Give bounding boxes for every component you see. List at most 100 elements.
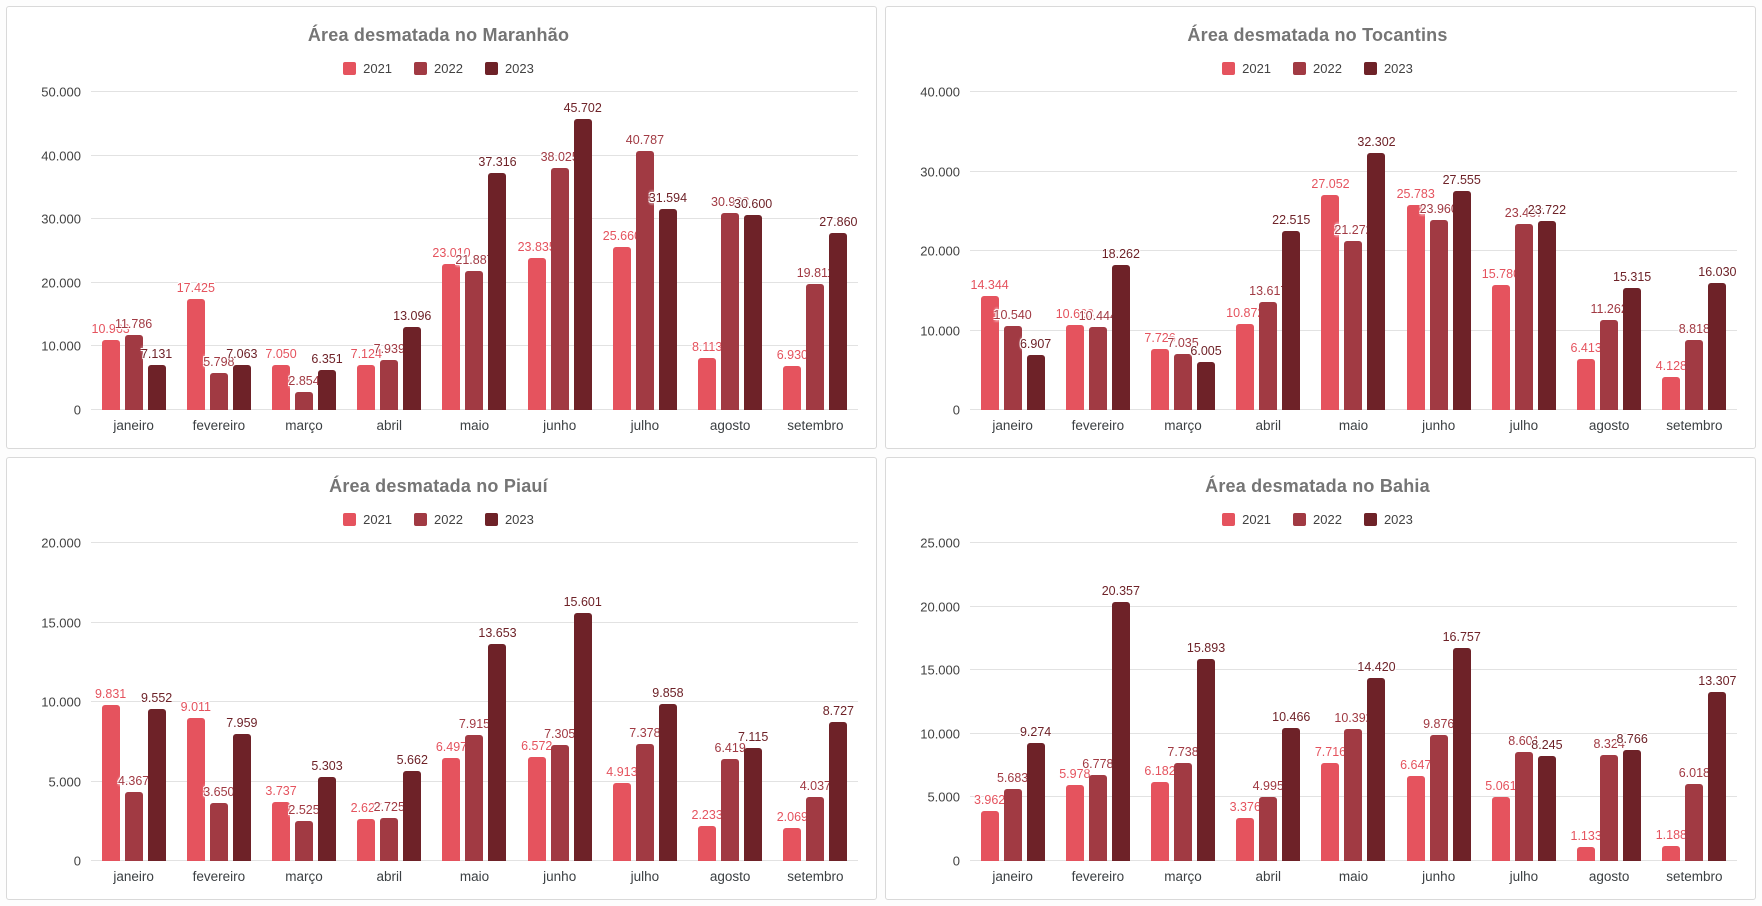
bar-2022-abril[interactable] — [380, 817, 399, 861]
bar-2022-maio[interactable] — [1344, 240, 1363, 410]
legend-item-2023[interactable]: 2023 — [1363, 512, 1413, 527]
bar-2021-agosto[interactable] — [698, 825, 717, 861]
bar-2022-julho[interactable] — [1514, 223, 1533, 410]
bar-2022-julho[interactable] — [635, 743, 654, 861]
bar-2022-junho[interactable] — [1429, 735, 1448, 861]
bar-2021-junho[interactable] — [527, 258, 546, 410]
bar-2021-maio[interactable] — [1321, 762, 1340, 861]
bar-2022-junho[interactable] — [550, 744, 569, 861]
bar-2022-janeiro[interactable] — [1003, 326, 1022, 410]
bar-2021-abril[interactable] — [1236, 818, 1255, 861]
legend-item-2022[interactable]: 2022 — [414, 512, 463, 527]
bar-2022-agosto[interactable] — [721, 213, 740, 410]
bar-2023-junho[interactable] — [573, 612, 592, 861]
bar-2021-agosto[interactable] — [698, 358, 717, 410]
bar-2023-maio[interactable] — [488, 643, 507, 861]
bar-2021-julho[interactable] — [1491, 284, 1510, 410]
bar-2023-fevereiro[interactable] — [232, 365, 251, 410]
bar-2021-janeiro[interactable] — [101, 340, 120, 410]
bar-2021-julho[interactable] — [612, 246, 631, 410]
bar-2023-julho[interactable] — [658, 209, 677, 410]
bar-2022-março[interactable] — [295, 391, 314, 410]
bar-2023-junho[interactable] — [1452, 647, 1471, 861]
bar-2021-fevereiro[interactable] — [186, 717, 205, 861]
bar-2021-maio[interactable] — [442, 263, 461, 410]
bar-2021-fevereiro[interactable] — [1065, 325, 1084, 410]
bar-2021-setembro[interactable] — [1662, 377, 1681, 410]
bar-2023-fevereiro[interactable] — [1111, 264, 1130, 410]
bar-2023-setembro[interactable] — [829, 232, 848, 410]
legend-item-2022[interactable]: 2022 — [414, 61, 463, 76]
bar-2022-maio[interactable] — [465, 270, 484, 410]
bar-2023-abril[interactable] — [1282, 231, 1301, 410]
bar-2022-março[interactable] — [1174, 354, 1193, 410]
bar-2021-julho[interactable] — [1491, 796, 1510, 861]
bar-2021-março[interactable] — [272, 801, 291, 861]
bar-2021-janeiro[interactable] — [101, 704, 120, 861]
bar-2021-abril[interactable] — [1236, 323, 1255, 410]
bar-2022-julho[interactable] — [1514, 751, 1533, 861]
bar-2023-abril[interactable] — [1282, 727, 1301, 861]
bar-2022-março[interactable] — [295, 820, 314, 861]
bar-2023-junho[interactable] — [573, 119, 592, 410]
bar-2022-agosto[interactable] — [721, 758, 740, 861]
bar-2023-maio[interactable] — [1367, 677, 1386, 861]
bar-2023-setembro[interactable] — [1708, 282, 1727, 410]
legend-item-2023[interactable]: 2023 — [484, 512, 534, 527]
bar-2021-janeiro[interactable] — [980, 295, 999, 410]
bar-2021-agosto[interactable] — [1577, 359, 1596, 410]
bar-2023-janeiro[interactable] — [147, 364, 166, 410]
legend-item-2023[interactable]: 2023 — [1363, 61, 1413, 76]
bar-2022-abril[interactable] — [1259, 797, 1278, 861]
bar-2021-abril[interactable] — [357, 364, 376, 410]
bar-2021-setembro[interactable] — [1662, 845, 1681, 861]
bar-2023-julho[interactable] — [1537, 756, 1556, 861]
bar-2023-maio[interactable] — [1367, 153, 1386, 410]
bar-2021-setembro[interactable] — [783, 365, 802, 410]
legend-item-2021[interactable]: 2021 — [1222, 61, 1271, 76]
bar-2021-setembro[interactable] — [783, 828, 802, 861]
legend-item-2022[interactable]: 2022 — [1293, 512, 1342, 527]
bar-2022-abril[interactable] — [1259, 301, 1278, 410]
bar-2023-agosto[interactable] — [744, 747, 763, 861]
bar-2022-março[interactable] — [1174, 762, 1193, 861]
bar-2022-abril[interactable] — [380, 359, 399, 410]
bar-2021-março[interactable] — [272, 365, 291, 410]
bar-2023-setembro[interactable] — [829, 722, 848, 861]
bar-2022-agosto[interactable] — [1600, 320, 1619, 410]
bar-2021-julho[interactable] — [612, 782, 631, 861]
bar-2021-junho[interactable] — [1406, 776, 1425, 861]
bar-2023-abril[interactable] — [403, 326, 422, 410]
legend-item-2022[interactable]: 2022 — [1293, 61, 1342, 76]
bar-2022-fevereiro[interactable] — [209, 802, 228, 861]
bar-2023-março[interactable] — [1197, 362, 1216, 410]
bar-2022-junho[interactable] — [550, 168, 569, 410]
bar-2022-maio[interactable] — [1344, 728, 1363, 861]
bar-2023-fevereiro[interactable] — [1111, 602, 1130, 861]
bar-2021-março[interactable] — [1151, 782, 1170, 861]
bar-2021-abril[interactable] — [357, 819, 376, 861]
bar-2023-agosto[interactable] — [1623, 749, 1642, 861]
legend-item-2021[interactable]: 2021 — [1222, 512, 1271, 527]
bar-2022-janeiro[interactable] — [1003, 788, 1022, 861]
legend-item-2021[interactable]: 2021 — [343, 61, 392, 76]
bar-2022-junho[interactable] — [1429, 219, 1448, 410]
bar-2023-setembro[interactable] — [1708, 691, 1727, 861]
bar-2023-março[interactable] — [318, 369, 337, 410]
bar-2022-fevereiro[interactable] — [1088, 326, 1107, 410]
bar-2023-agosto[interactable] — [744, 215, 763, 410]
bar-2023-março[interactable] — [318, 776, 337, 861]
bar-2023-março[interactable] — [1197, 658, 1216, 861]
bar-2023-julho[interactable] — [1537, 221, 1556, 410]
bar-2022-fevereiro[interactable] — [209, 373, 228, 410]
bar-2022-julho[interactable] — [635, 150, 654, 410]
bar-2022-setembro[interactable] — [1685, 339, 1704, 410]
legend-item-2021[interactable]: 2021 — [343, 512, 392, 527]
bar-2022-setembro[interactable] — [1685, 784, 1704, 861]
bar-2021-agosto[interactable] — [1577, 846, 1596, 861]
legend-item-2023[interactable]: 2023 — [484, 61, 534, 76]
bar-2021-maio[interactable] — [1321, 194, 1340, 410]
bar-2021-março[interactable] — [1151, 348, 1170, 410]
bar-2023-janeiro[interactable] — [1026, 355, 1045, 410]
bar-2021-maio[interactable] — [442, 757, 461, 861]
